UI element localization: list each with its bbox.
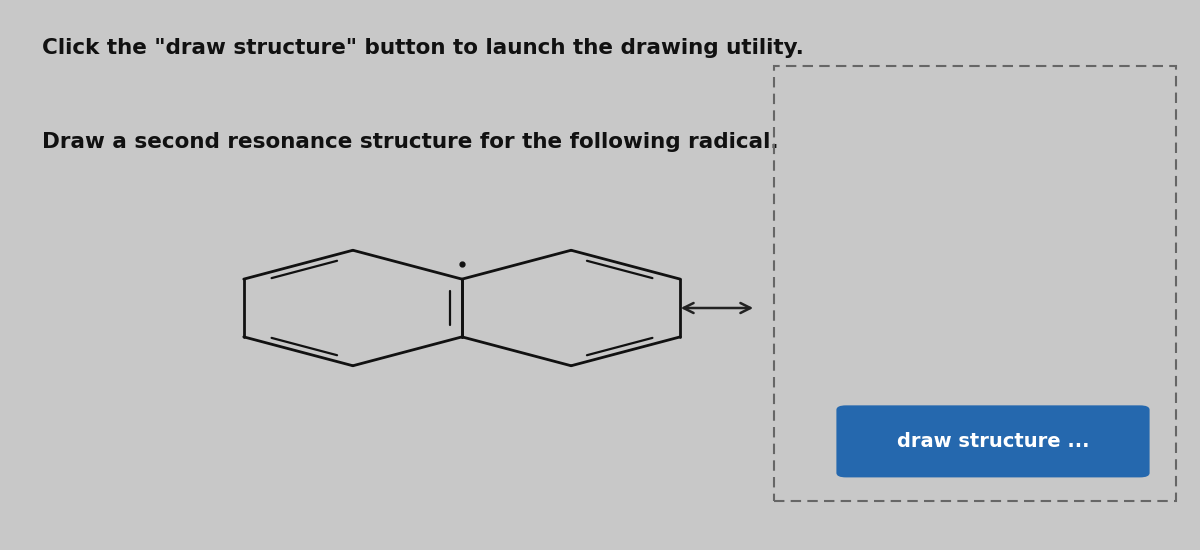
FancyBboxPatch shape bbox=[836, 405, 1150, 477]
Text: draw structure ...: draw structure ... bbox=[896, 432, 1090, 451]
Text: Draw a second resonance structure for the following radical.: Draw a second resonance structure for th… bbox=[42, 132, 779, 152]
Text: Click the "draw structure" button to launch the drawing utility.: Click the "draw structure" button to lau… bbox=[42, 39, 804, 58]
